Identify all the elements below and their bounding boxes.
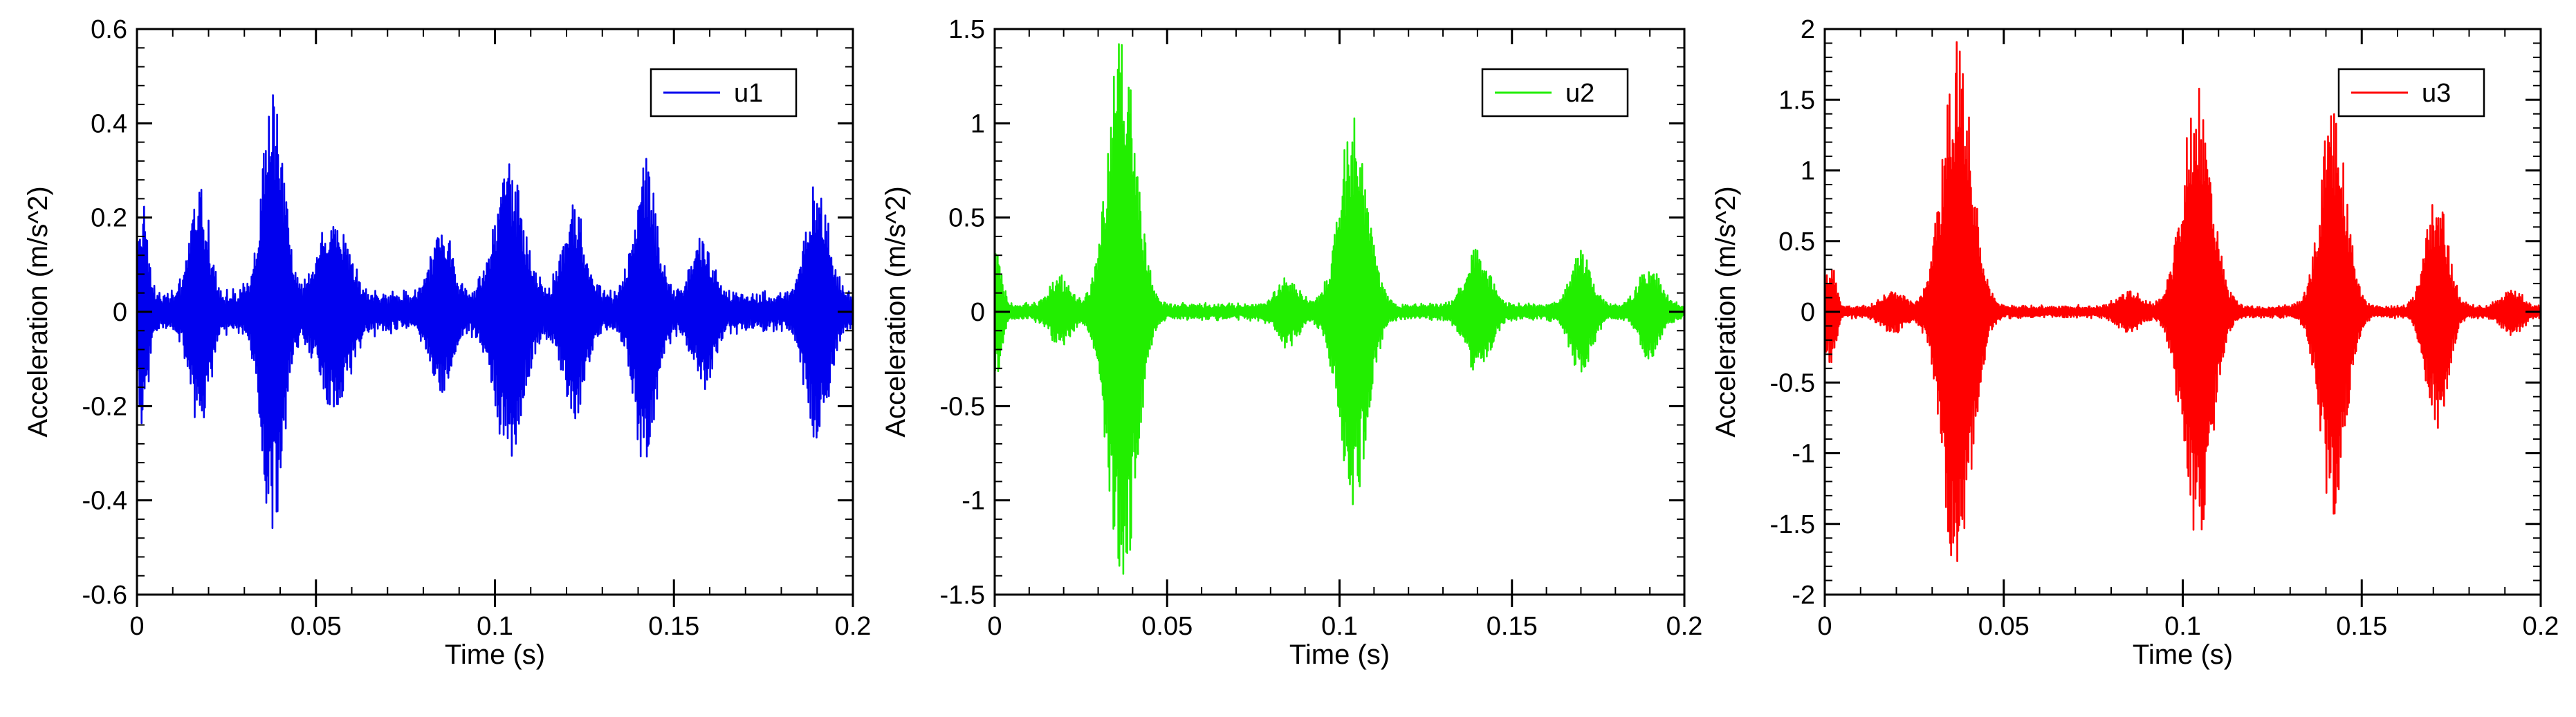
y-tick-label: 1.5: [1778, 86, 1815, 115]
y-tick-label: 0.5: [948, 204, 985, 233]
series-line-u2: [993, 43, 1686, 575]
x-axis-label: Time (s): [1289, 640, 1390, 670]
y-tick-label: -1: [962, 487, 985, 516]
y-tick-label: 1.5: [948, 15, 985, 44]
y-tick-label: -0.5: [1770, 369, 1815, 398]
legend: u3: [2337, 68, 2485, 118]
legend-label: u3: [2422, 79, 2451, 108]
y-tick-label: 0.6: [91, 15, 127, 44]
legend-box: [2337, 68, 2485, 118]
x-tick-label: 0.05: [1141, 612, 1193, 641]
x-tick-label: 0.1: [2164, 612, 2201, 641]
chart-panel-1: -0.6 -0.4 -0.2 0 0.2 0.4 0.6 0 0.05 0.1 0.15 0.2 Tim…: [23, 15, 871, 670]
x-axis-label: Time (s): [2133, 640, 2233, 670]
y-tick-label: -0.5: [940, 392, 985, 421]
legend-label: u1: [734, 79, 763, 108]
x-tick-label: 0: [129, 612, 144, 641]
y-tick-label: 0.2: [91, 204, 127, 233]
x-tick-label: 0.1: [477, 612, 513, 641]
y-axis-label: Acceleration (m/s^2): [881, 186, 911, 437]
x-tick-label: 0: [1817, 612, 1832, 641]
x-tick-label: 0: [987, 612, 1002, 641]
y-tick-label: -0.4: [82, 487, 127, 516]
y-tick-label: 0: [1801, 298, 1815, 327]
series-line-u3: [1823, 41, 2542, 562]
y-tick-label: 1: [970, 109, 985, 138]
chart-panel-3: -2 -1.5 -1 -0.5 0 0.5 1 1.5 2 0 0.05 0.1 0.15 0.2 Time…: [1711, 15, 2559, 670]
y-axis-label: Acceleration (m/s^2): [23, 186, 53, 437]
y-tick-label: 0.5: [1778, 227, 1815, 257]
x-tick-label: 0.2: [835, 612, 872, 641]
x-tick-label: 0.15: [1487, 612, 1538, 641]
x-tick-label: 0.2: [1666, 612, 1703, 641]
x-tick-label: 0.1: [1321, 612, 1358, 641]
y-tick-label: 0: [113, 298, 127, 327]
y-axis-label: Acceleration (m/s^2): [1711, 186, 1741, 437]
y-tick-label: 1: [1801, 157, 1815, 186]
legend-label: u2: [1565, 79, 1594, 108]
x-axis-label: Time (s): [445, 640, 545, 670]
y-tick-label: -1.5: [940, 581, 985, 610]
y-tick-label: -2: [1792, 581, 1815, 610]
y-tick-label: -0.6: [82, 581, 127, 610]
chart-panel-2: -1.5 -1 -0.5 0 0.5 1 1.5 0 0.05 0.1 0.15 0.2 Time (s…: [881, 15, 1702, 670]
x-tick-label: 0.05: [291, 612, 342, 641]
x-tick-label: 0.2: [2523, 612, 2559, 641]
x-tick-label: 0.15: [648, 612, 699, 641]
y-tick-label: -1: [1792, 440, 1815, 469]
y-tick-label: 2: [1801, 15, 1815, 44]
y-tick-label: -0.2: [82, 392, 127, 421]
y-tick-label: -1.5: [1770, 510, 1815, 539]
y-tick-label: 0.4: [91, 109, 127, 138]
y-tick-label: 0: [970, 298, 985, 327]
legend: u1: [650, 68, 798, 118]
series-line-u1: [136, 94, 854, 530]
x-tick-label: 0.15: [2336, 612, 2387, 641]
x-tick-label: 0.05: [1978, 612, 2030, 641]
legend: u2: [1481, 68, 1629, 118]
